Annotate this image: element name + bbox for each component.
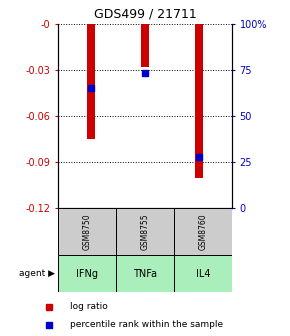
Bar bbox=[141, 24, 149, 67]
Title: GDS499 / 21711: GDS499 / 21711 bbox=[94, 8, 196, 21]
Bar bbox=[116, 255, 174, 292]
Text: GSM8755: GSM8755 bbox=[140, 213, 150, 250]
Bar bbox=[58, 255, 116, 292]
Bar bbox=[174, 255, 232, 292]
Bar bbox=[86, 24, 95, 139]
Bar bbox=[195, 24, 204, 177]
Text: GSM8750: GSM8750 bbox=[82, 213, 92, 250]
Text: GSM8760: GSM8760 bbox=[198, 213, 208, 250]
Text: log ratio: log ratio bbox=[70, 302, 108, 311]
Bar bbox=[116, 208, 174, 255]
Text: TNFa: TNFa bbox=[133, 269, 157, 279]
Bar bbox=[58, 208, 116, 255]
Text: percentile rank within the sample: percentile rank within the sample bbox=[70, 320, 223, 329]
Text: agent ▶: agent ▶ bbox=[19, 269, 55, 278]
Text: IFNg: IFNg bbox=[76, 269, 98, 279]
Text: IL4: IL4 bbox=[196, 269, 210, 279]
Bar bbox=[174, 208, 232, 255]
